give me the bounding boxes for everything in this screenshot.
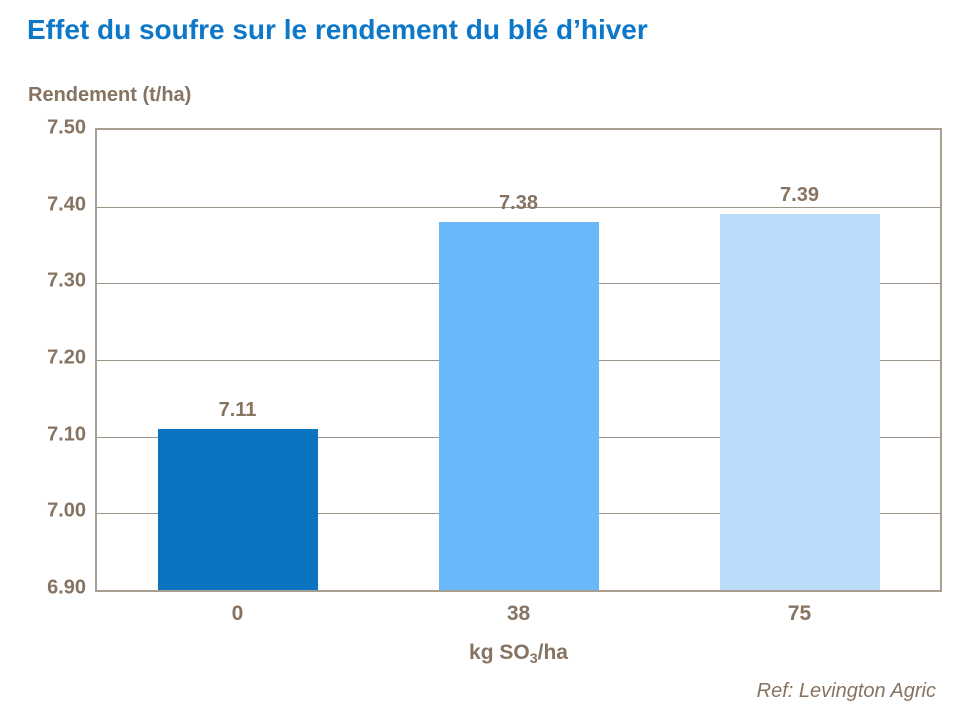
x-axis-title-prefix: kg SO [469,641,530,664]
bar-0 [157,429,318,590]
y-axis-tick-labels: 7.50 7.40 7.30 7.20 7.10 7.00 6.90 [0,117,86,599]
y-tick-label: 7.50 [47,116,86,139]
y-tick-label: 7.40 [47,193,86,216]
x-tick-label: 0 [231,602,244,625]
bar-value-label: 7.38 [499,192,538,214]
x-tick-label: 38 [506,602,531,625]
y-tick-label: 7.00 [47,499,86,522]
chart-title: Effet du soufre sur le rendement du blé … [27,14,648,45]
bar-75 [719,214,880,590]
y-tick-label: 7.30 [47,269,86,292]
bar-value-label: 7.11 [218,399,257,421]
y-tick-label: 7.20 [47,346,86,369]
bar-value-label: 7.39 [780,184,819,207]
x-axis-tick-labels: 0 38 75 [97,602,940,628]
x-tick-label: 75 [787,602,812,625]
y-tick-label: 6.90 [47,576,86,599]
y-tick-label: 7.10 [47,423,86,446]
x-axis-title-subscript: 3 [529,650,538,667]
plot-area: 7.11 7.38 7.39 [95,128,942,592]
x-axis-title-suffix: /ha [537,641,568,664]
bar-38 [438,222,599,590]
x-axis-title: kg SO3/ha [95,641,942,667]
y-axis-title: Rendement (t/ha) [28,84,192,106]
reference-note: Ref: Levington Agric [756,680,936,702]
gridline [97,206,940,208]
